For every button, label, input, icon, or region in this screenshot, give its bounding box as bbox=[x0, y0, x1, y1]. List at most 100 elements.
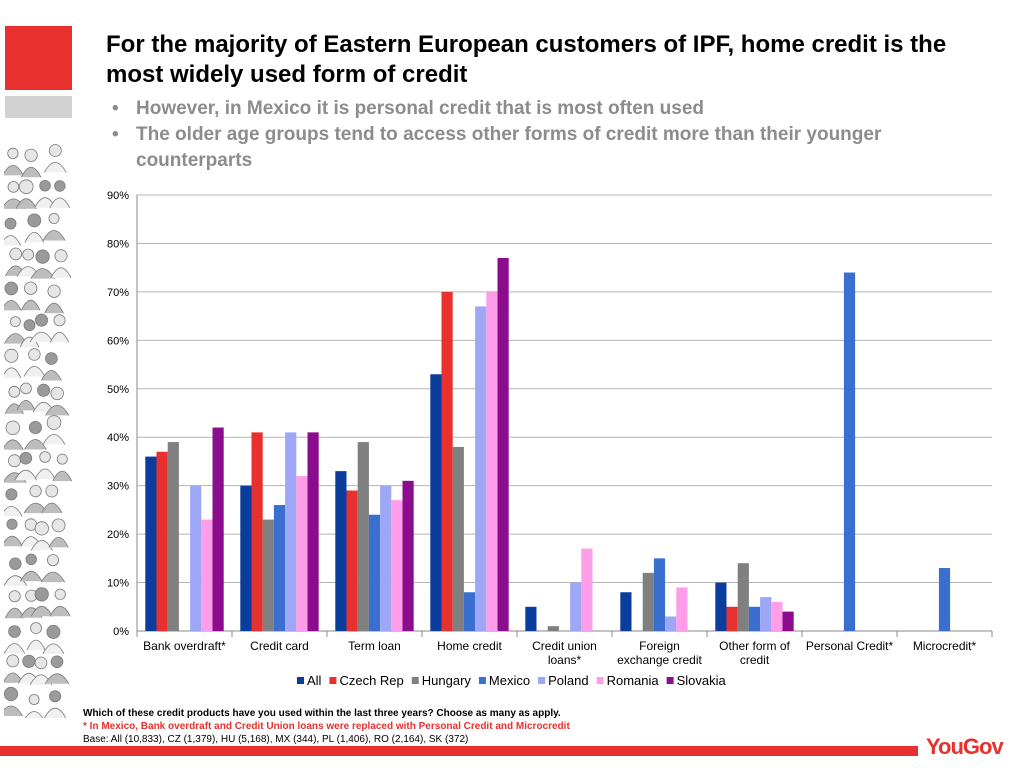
crowd-figure-head bbox=[22, 654, 36, 668]
crowd-figure-head bbox=[51, 518, 66, 533]
footnotes: Which of these credit products have you … bbox=[83, 707, 913, 746]
crowd-figure-head bbox=[39, 451, 51, 463]
crowd-figure-head bbox=[56, 453, 68, 465]
crowd-figure-head bbox=[34, 521, 49, 536]
bullet-item: • The older age groups tend to access oth… bbox=[112, 122, 992, 174]
crowd-figure-body bbox=[4, 535, 23, 547]
bar-mexico bbox=[463, 592, 476, 631]
y-tick-label: 80% bbox=[107, 238, 129, 250]
x-tick-label: credit bbox=[740, 653, 770, 667]
bar-slovakia bbox=[212, 427, 224, 631]
bar-romania bbox=[676, 587, 688, 631]
legend-swatch bbox=[538, 677, 546, 684]
bar-poland bbox=[760, 597, 772, 631]
bar-romania bbox=[486, 291, 498, 631]
crowd-figure-body bbox=[34, 468, 56, 480]
bar-hungary bbox=[167, 442, 179, 631]
bar-all bbox=[335, 471, 347, 631]
crowd-figure-head bbox=[18, 179, 34, 194]
crowd-figure-body bbox=[41, 370, 62, 381]
crowd-figure-head bbox=[28, 420, 42, 434]
bar-mexico bbox=[273, 505, 286, 631]
x-tick-label: exchange credit bbox=[617, 653, 702, 667]
crowd-figure-body bbox=[16, 400, 36, 411]
bar-czech-rep bbox=[156, 451, 168, 631]
crowd-figure-body bbox=[44, 673, 70, 685]
crowd-figure-head bbox=[23, 319, 36, 332]
y-tick-label: 60% bbox=[107, 335, 129, 347]
crowd-figure-head bbox=[28, 694, 40, 705]
crowd-figure-head bbox=[8, 385, 21, 398]
y-tick-label: 10% bbox=[107, 578, 129, 590]
crowd-figure-body bbox=[15, 198, 37, 209]
legend-swatch bbox=[596, 677, 604, 684]
crowd-figure-head bbox=[45, 484, 59, 498]
crowd-figure-body bbox=[30, 540, 53, 551]
legend-label: Slovakia bbox=[677, 673, 727, 688]
y-tick-label: 40% bbox=[107, 432, 129, 444]
crowd-figure-head bbox=[29, 484, 42, 498]
bar-slovakia bbox=[782, 611, 794, 631]
crowd-figure-head bbox=[54, 249, 68, 263]
legend-swatch bbox=[411, 677, 419, 684]
crowd-figure-head bbox=[53, 314, 66, 327]
crowd-figure-body bbox=[4, 643, 26, 654]
crowd-figure-body bbox=[30, 605, 53, 617]
crowd-figure-body bbox=[26, 639, 46, 651]
crowd-figure-body bbox=[45, 405, 70, 416]
crowd-figure-head bbox=[4, 281, 19, 296]
crowd-figure-body bbox=[52, 470, 72, 482]
bullet-glyph: • bbox=[112, 124, 119, 145]
bar-poland bbox=[285, 432, 297, 631]
bar-all bbox=[240, 485, 252, 631]
footer-bar bbox=[0, 746, 918, 756]
bar-poland bbox=[190, 485, 202, 631]
legend-label: Mexico bbox=[489, 673, 530, 688]
bar-hungary bbox=[357, 442, 369, 631]
crowd-figure-body bbox=[4, 235, 22, 246]
legend-swatch bbox=[297, 677, 304, 684]
crowd-figure-head bbox=[54, 180, 66, 192]
mexico-note: * In Mexico, Bank overdraft and Credit U… bbox=[83, 721, 570, 732]
survey-question: Which of these credit products have you … bbox=[83, 708, 561, 719]
bar-poland bbox=[570, 582, 582, 631]
bullet-list: • However, in Mexico it is personal credi… bbox=[112, 96, 992, 174]
crowd-figure-head bbox=[34, 656, 48, 670]
crowd-figure-head bbox=[50, 655, 64, 669]
crowd-figure-head bbox=[34, 313, 48, 327]
bar-poland bbox=[380, 485, 392, 631]
y-tick-label: 50% bbox=[107, 384, 129, 396]
crowd-figure-body bbox=[4, 506, 23, 517]
sample-base: Base: All (10,833), CZ (1,379), HU (5,16… bbox=[83, 734, 469, 745]
crowd-figure-body bbox=[20, 166, 42, 178]
legend-swatch bbox=[666, 677, 674, 684]
x-tick-label: Home credit bbox=[437, 639, 502, 653]
bullet-glyph: • bbox=[112, 98, 119, 119]
crowd-figure-head bbox=[35, 249, 50, 264]
bar-romania bbox=[391, 500, 403, 631]
crowd-figure-head bbox=[9, 316, 21, 328]
bar-romania bbox=[771, 601, 783, 631]
bar-poland bbox=[665, 616, 677, 631]
crowd-figure-head bbox=[20, 382, 32, 395]
bar-slovakia bbox=[402, 480, 414, 631]
crowd-figure-body bbox=[42, 230, 66, 241]
bar-hungary bbox=[642, 572, 654, 631]
crowd-figure-body bbox=[49, 197, 71, 209]
bar-czech-rep bbox=[346, 490, 358, 631]
crowd-figure-head bbox=[34, 587, 49, 602]
crowd-figure-body bbox=[20, 570, 43, 582]
legend-label: Romania bbox=[607, 673, 660, 688]
yougov-logo: YouGov bbox=[926, 734, 1004, 759]
crowd-figure-head bbox=[50, 386, 64, 401]
crowd-figure-head bbox=[46, 415, 62, 430]
crowd-figure-head bbox=[8, 625, 21, 638]
decor-red-block bbox=[5, 26, 72, 90]
bar-all bbox=[430, 374, 442, 631]
crowd-figure-body bbox=[40, 571, 66, 583]
bar-hungary bbox=[262, 519, 274, 631]
crowd-figure-body bbox=[4, 300, 22, 311]
crowd-figure-body bbox=[49, 605, 71, 617]
crowd-figure-body bbox=[21, 299, 41, 311]
y-tick-label: 70% bbox=[107, 287, 129, 299]
